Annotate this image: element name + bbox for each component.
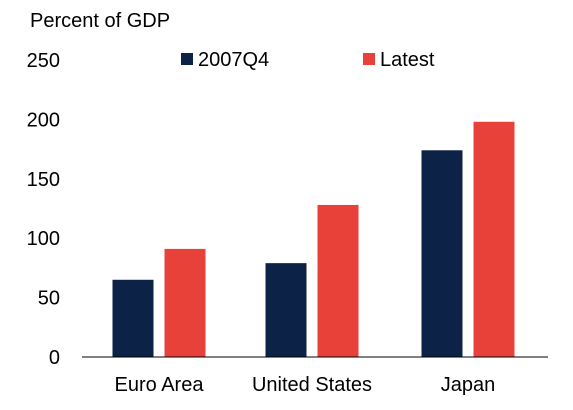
legend-swatch xyxy=(363,53,375,65)
y-tick-label: 0 xyxy=(49,347,60,369)
legend-swatch xyxy=(181,53,193,65)
legend-label: 2007Q4 xyxy=(198,49,269,71)
bar-2007q4 xyxy=(112,279,154,357)
bar-latest xyxy=(317,204,359,357)
y-tick-label: 200 xyxy=(27,109,60,131)
bar-2007q4 xyxy=(421,150,463,357)
legend: 2007Q4 Latest xyxy=(181,49,435,71)
y-tick-label: 150 xyxy=(27,169,60,191)
x-category-label: United States xyxy=(252,374,372,396)
y-tick-label: 250 xyxy=(27,50,60,72)
y-axis-unit-label: Percent of GDP xyxy=(30,10,170,32)
legend-label: Latest xyxy=(380,49,435,71)
bar-latest xyxy=(473,121,515,357)
x-category-label: Euro Area xyxy=(115,374,205,396)
bar-latest xyxy=(164,248,206,357)
y-tick-label: 100 xyxy=(27,228,60,250)
y-tick-labels: 0 50 100 150 200 250 xyxy=(27,50,60,369)
y-tick-label: 50 xyxy=(38,288,60,310)
bars xyxy=(112,121,515,357)
bar-2007q4 xyxy=(265,263,307,357)
x-category-label: Japan xyxy=(441,374,496,396)
category-labels: Euro Area United States Japan xyxy=(115,374,496,396)
